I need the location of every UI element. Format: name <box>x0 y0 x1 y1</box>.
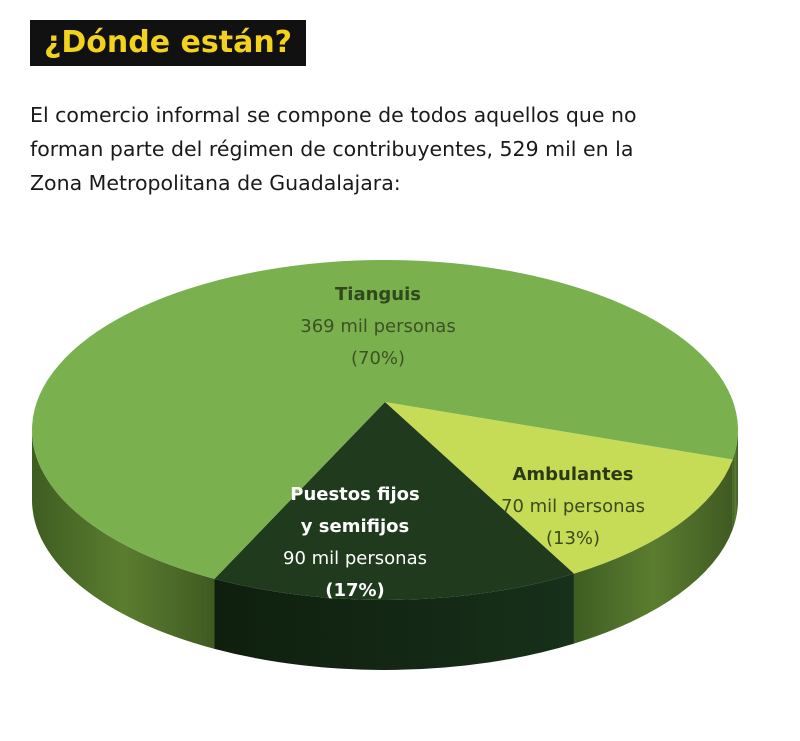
pie-side-ambulantes <box>573 459 733 644</box>
pie-label: 70 mil personas <box>501 496 645 517</box>
intro-text: El comercio informal se compone de todos… <box>30 98 780 200</box>
pie-slice-ambulantes <box>385 402 733 574</box>
pie-label: 369 mil personas <box>300 316 455 337</box>
pie-label: y semifijos <box>301 516 409 537</box>
pie-label: (17%) <box>325 580 385 601</box>
pie-label: (70%) <box>351 348 405 369</box>
pie-side-tianguis <box>31 430 215 649</box>
pie-label: Puestos fijos <box>290 484 419 505</box>
page-title: ¿Dónde están? <box>30 20 307 66</box>
intro-line: Zona Metropolitana de Guadalajara: <box>30 171 401 195</box>
pie-side-puestos-fijos-y-semifijos <box>214 573 574 670</box>
intro-line: El comercio informal se compone de todos… <box>30 103 637 127</box>
pie-slice-puestos-fijos-y-semifijos <box>214 402 574 600</box>
intro-line: forman parte del régimen de contribuyent… <box>30 137 634 161</box>
pie-label: Ambulantes <box>512 464 633 485</box>
pie-side-tianguis <box>732 430 738 530</box>
pie-label: (13%) <box>546 528 600 549</box>
pie-label: 90 mil personas <box>283 548 427 569</box>
pie-slice-tianguis <box>32 260 739 579</box>
pie-label: Tianguis <box>335 284 421 305</box>
